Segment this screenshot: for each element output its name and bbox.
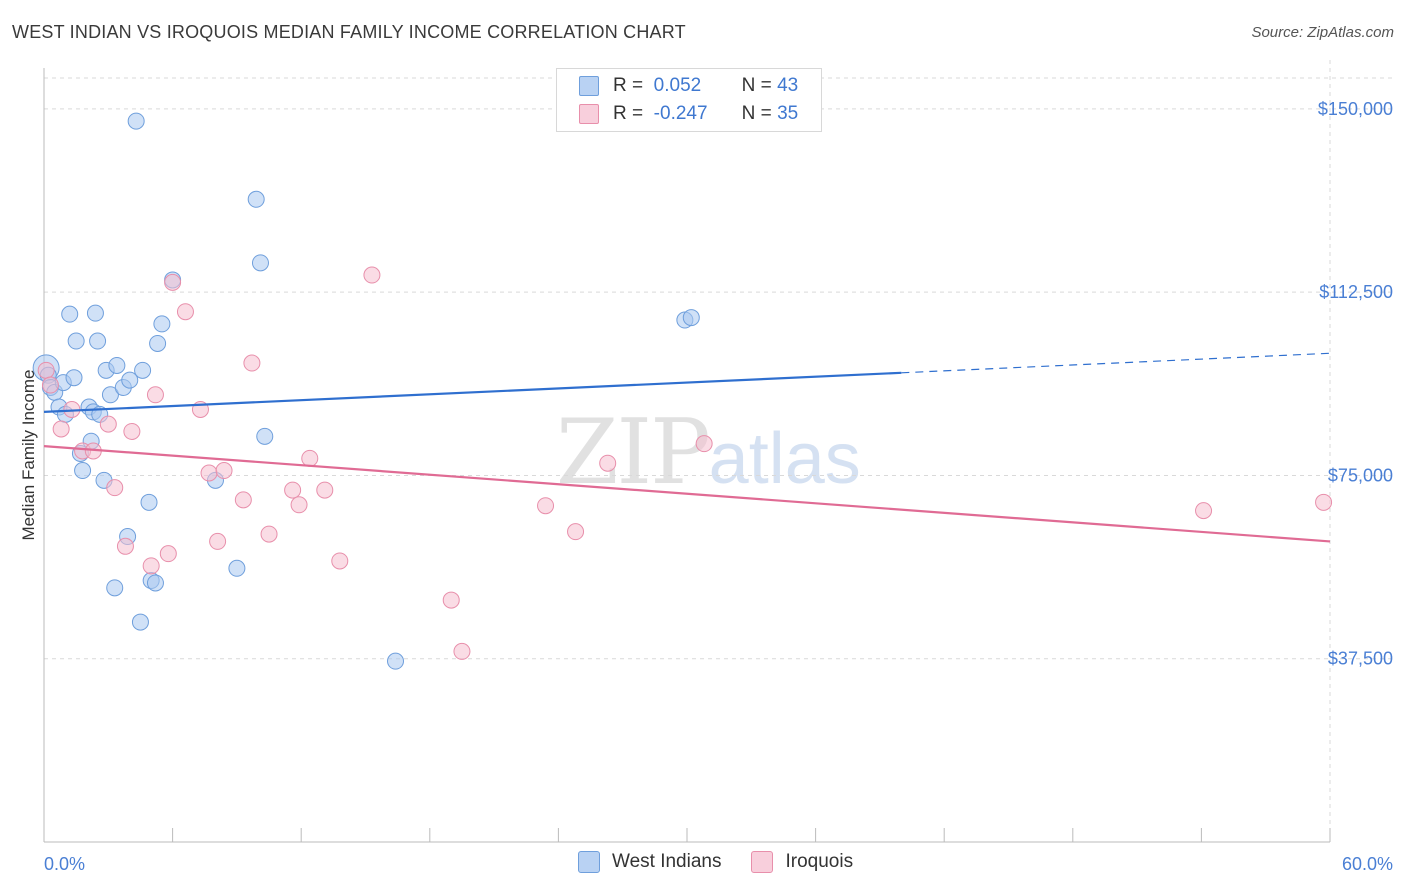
- west-indians-point: [86, 304, 104, 322]
- x-tick-label: 60.0%: [1342, 854, 1393, 874]
- y-tick-label: $112,500: [1319, 282, 1393, 302]
- y-tick-label: $150,000: [1318, 99, 1393, 119]
- iroquois-trendline: [43, 445, 1331, 543]
- iroquois-point: [123, 422, 141, 440]
- trend-layer: [43, 352, 1331, 543]
- iroquois-point: [41, 376, 59, 394]
- legend-r-value: 0.052: [653, 75, 702, 96]
- iroquois-point: [159, 545, 177, 563]
- iroquois-point: [99, 415, 117, 433]
- iroquois-point: [567, 523, 585, 541]
- west-indians-trendline: [43, 371, 902, 413]
- y-tick-label: $37,500: [1328, 649, 1393, 669]
- iroquois-point: [284, 481, 302, 499]
- chart-title: WEST INDIAN VS IROQUOIS MEDIAN FAMILY IN…: [12, 22, 686, 42]
- iroquois-legend-swatch: [751, 851, 774, 873]
- iroquois-point: [290, 496, 308, 514]
- points-layer: [32, 112, 1333, 670]
- west-indians-legend-swatch: [578, 851, 600, 873]
- y-tick-label: $75,000: [1328, 465, 1393, 485]
- legend-label-west-indians: West Indians: [612, 851, 722, 872]
- iroquois-point: [316, 481, 334, 499]
- west-indians-point: [247, 190, 265, 208]
- legend-r-label: R =: [613, 103, 644, 124]
- legend-row-iroquois: R = -0.247 N = 35: [579, 101, 798, 127]
- legend-r-value: -0.247: [653, 103, 708, 124]
- west-indians-point: [89, 332, 107, 350]
- west-indians-point: [256, 427, 274, 445]
- axis-layer: [43, 68, 1331, 843]
- legend-n-value: 35: [777, 103, 799, 124]
- iroquois-point: [116, 537, 134, 555]
- west-indians-point: [121, 371, 139, 389]
- iroquois-point: [695, 435, 713, 453]
- west-indians-point: [153, 315, 171, 333]
- iroquois-point: [243, 354, 261, 372]
- iroquois-point: [1315, 493, 1333, 511]
- iroquois-point: [209, 532, 227, 550]
- west-indians-point: [108, 356, 126, 374]
- iroquois-point: [301, 449, 319, 467]
- iroquois-point: [537, 497, 555, 515]
- series-legend: West Indians Iroquois: [578, 851, 883, 873]
- iroquois-point: [215, 462, 233, 480]
- watermark-atlas: atlas: [708, 419, 861, 499]
- iroquois-point: [164, 273, 182, 291]
- west-indians-swatch: [579, 76, 599, 96]
- grid-layer: [44, 60, 1395, 842]
- iroquois-point: [176, 303, 194, 321]
- iroquois-point: [37, 361, 55, 379]
- iroquois-point: [260, 525, 278, 543]
- west-indians-point: [228, 559, 246, 577]
- west-indians-point: [101, 386, 119, 404]
- west-indians-trendline-extension: [901, 352, 1331, 374]
- iroquois-point: [599, 454, 617, 472]
- west-indians-point: [387, 652, 405, 670]
- iroquois-point: [442, 591, 460, 609]
- legend-n-label: N =: [741, 75, 772, 96]
- legend-row-west-indians: R = 0.052 N = 43: [579, 73, 798, 99]
- iroquois-point: [146, 386, 164, 404]
- legend-item-iroquois[interactable]: Iroquois: [751, 851, 853, 873]
- legend-r-label: R =: [613, 75, 644, 96]
- chart-source: Source: ZipAtlas.com: [1251, 24, 1394, 41]
- iroquois-swatch: [579, 104, 599, 124]
- legend-item-west-indians[interactable]: West Indians: [578, 851, 721, 873]
- west-indians-point: [61, 305, 79, 323]
- y-axis-label: Median Family Income: [19, 369, 38, 540]
- iroquois-point: [363, 266, 381, 284]
- iroquois-point: [331, 552, 349, 570]
- iroquois-point: [1195, 502, 1213, 520]
- west-indians-point: [251, 254, 269, 272]
- iroquois-point: [52, 420, 70, 438]
- watermark-zip: ZIP: [556, 400, 711, 505]
- west-indians-point: [149, 334, 167, 352]
- x-tick-label: 0.0%: [44, 854, 85, 874]
- west-indians-point: [67, 332, 85, 350]
- correlation-legend: R = 0.052 N = 43 R = -0.247 N = 35: [556, 68, 822, 132]
- west-indians-point: [127, 112, 145, 130]
- legend-n-value: 43: [777, 75, 799, 96]
- west-indians-point: [74, 462, 92, 480]
- west-indians-point: [134, 361, 152, 379]
- west-indians-point: [106, 579, 124, 597]
- iroquois-point: [142, 557, 160, 575]
- west-indians-point: [131, 613, 149, 631]
- west-indians-point: [682, 309, 700, 327]
- iroquois-point: [453, 642, 471, 660]
- iroquois-point: [106, 479, 124, 497]
- west-indians-point: [146, 574, 164, 592]
- watermark: ZIPatlas: [556, 400, 861, 505]
- iroquois-point: [234, 491, 252, 509]
- west-indians-point: [65, 369, 83, 387]
- legend-label-iroquois: Iroquois: [785, 851, 854, 872]
- label-layer: $37,500 $75,000 $112,500 $150,000 0.0% 60.0% M…: [19, 99, 1393, 874]
- iroquois-point: [200, 464, 218, 482]
- west-indians-point: [140, 493, 158, 511]
- legend-n-label: N =: [741, 103, 772, 124]
